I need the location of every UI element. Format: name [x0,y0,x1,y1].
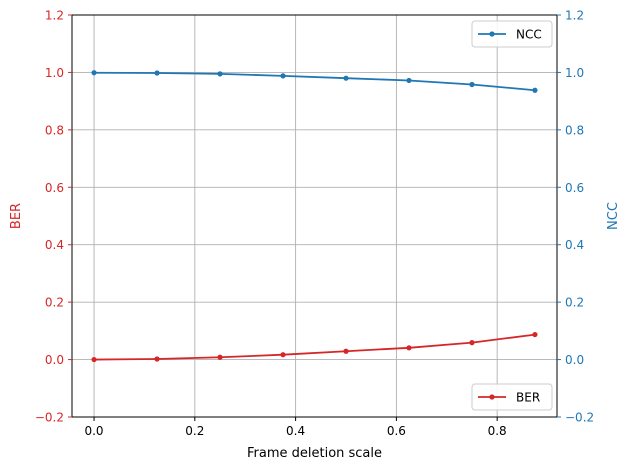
legend-box [471,383,553,411]
data-point-ncc [343,75,349,81]
legend-ncc: NCC [471,20,553,48]
data-point-ber [280,352,286,358]
data-point-ber [217,354,223,360]
y-left-tick-label: −0.2 [35,411,64,425]
legend-box [471,20,553,48]
legend-marker [489,394,495,400]
x-tick-label: 0.4 [286,424,305,438]
series-layer [91,70,538,363]
data-point-ncc [469,81,475,88]
x-tick-label: 0.6 [387,424,406,438]
grid-lines [72,14,557,418]
data-point-ncc [154,70,160,76]
data-point-ncc [91,70,97,76]
y-axis-left-label: BER [9,203,24,229]
data-point-ber [469,340,475,346]
y-left-tick-label: 0.4 [45,238,64,252]
series-line-ncc [94,71,536,92]
y-axis-right-label: NCC [606,202,621,230]
legend-marker [489,31,495,37]
x-tick-label: 0.0 [84,424,103,438]
y-right-tick-label: 0.6 [565,181,584,195]
y-right-tick-label: 0.0 [565,353,584,367]
x-axis: 0.0 0.2 0.4 0.6 0.8 [84,417,507,438]
data-point-ncc [406,77,412,84]
y-right-tick-label: −0.2 [565,411,594,425]
y-left-tick-label: 0.6 [45,181,64,195]
data-point-ber [91,356,97,363]
x-tick-label: 0.8 [488,424,507,438]
x-axis-label: Frame deletion scale [247,446,382,461]
y-left-tick-label: 1.0 [45,66,64,80]
legend-label: BER [516,391,540,405]
y-left-tick-label: 0.0 [45,353,64,367]
series-line-ber [94,333,536,361]
y-right-tick-label: 1.0 [565,66,584,80]
legends: BER NCC [471,20,553,411]
legend-label: NCC [516,28,542,42]
y-right-tick-label: 0.4 [565,238,584,252]
legend-ber: BER [471,383,553,411]
y-left-tick-label: 1.2 [45,9,64,23]
y-right-tick-label: 0.2 [565,296,584,310]
y-right-tick-label: 1.2 [565,9,584,23]
y-left-tick-label: 0.2 [45,296,64,310]
y-left-tick-label: 0.8 [45,123,64,137]
y-axis-left: −0.2 0.0 0.2 0.4 0.6 0.8 1.0 1.2 [35,9,72,425]
y-axis-right: −0.2 0.0 0.2 0.4 0.6 0.8 1.0 1.2 [557,9,594,425]
data-point-ber [343,348,349,354]
plot-frame [71,14,558,418]
data-point-ber [154,356,160,362]
data-point-ncc [217,71,223,77]
y-right-tick-label: 0.8 [565,123,584,137]
x-tick-label: 0.2 [185,424,204,438]
data-point-ncc [280,73,286,79]
data-point-ncc [532,87,538,93]
data-point-ber [532,331,538,338]
data-point-ber [406,345,412,351]
